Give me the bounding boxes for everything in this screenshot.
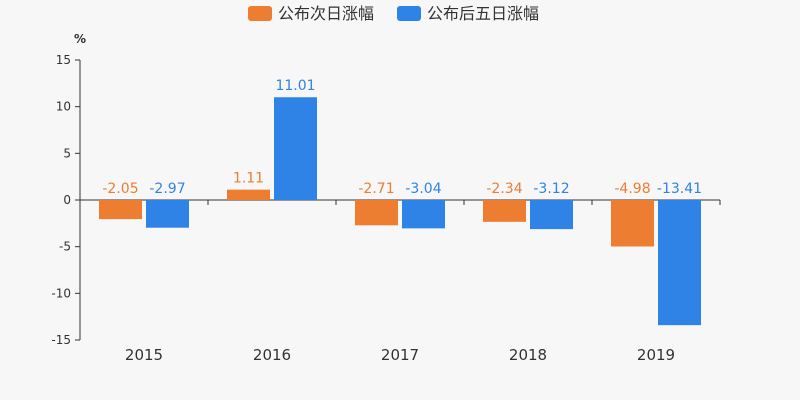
- data-label-series-0: -2.34: [486, 181, 522, 197]
- x-tick-label: 2017: [381, 346, 419, 364]
- data-label-series-0: -2.05: [102, 181, 138, 197]
- data-label-series-1: 11.01: [275, 78, 315, 94]
- y-axis-unit-label: %: [74, 32, 86, 46]
- x-axis: 2015 2016 2017 2018 2019: [79, 199, 721, 364]
- data-labels: -2.05 1.11 -2.71 -2.34 -4.98 -2.97 11.01 -3.04 -…: [102, 78, 702, 197]
- y-tick-label: 0: [63, 193, 71, 207]
- legend-swatch-series-0: [248, 6, 272, 21]
- x-tick-label: 2019: [637, 346, 675, 364]
- x-tick-label: 2016: [253, 346, 291, 364]
- bars: [99, 97, 701, 326]
- data-label-series-0: -4.98: [614, 181, 650, 197]
- y-tick-label: -10: [51, 286, 71, 300]
- bar-series-1[interactable]: [658, 200, 701, 326]
- data-label-series-1: -2.97: [149, 181, 185, 197]
- bar-series-0[interactable]: [483, 200, 526, 222]
- bar-series-0[interactable]: [355, 200, 398, 226]
- y-tick-label: -15: [51, 333, 71, 347]
- legend-item-series-0[interactable]: 公布次日涨幅: [248, 4, 374, 23]
- bar-series-1[interactable]: [402, 200, 445, 229]
- bar-series-0[interactable]: [611, 200, 654, 247]
- bar-series-1[interactable]: [530, 200, 573, 230]
- y-tick-label: 5: [63, 146, 71, 160]
- legend-item-series-1[interactable]: 公布后五日涨幅: [397, 4, 539, 23]
- y-tick-label: -5: [59, 240, 71, 254]
- x-tick-label: 2015: [125, 346, 163, 364]
- bar-series-0[interactable]: [227, 189, 270, 200]
- legend-swatch-series-1: [397, 6, 421, 21]
- y-tick-label: 15: [56, 53, 71, 67]
- legend-label-series-1: 公布后五日涨幅: [427, 4, 539, 23]
- data-label-series-1: -13.41: [657, 181, 702, 197]
- legend: 公布次日涨幅 公布后五日涨幅: [248, 4, 539, 23]
- data-label-series-0: -2.71: [358, 181, 394, 197]
- data-label-series-1: -3.04: [405, 181, 441, 197]
- legend-label-series-0: 公布次日涨幅: [278, 4, 374, 23]
- x-tick-label: 2018: [509, 346, 547, 364]
- bar-series-1[interactable]: [146, 200, 189, 228]
- y-tick-label: 10: [56, 100, 71, 114]
- bar-series-0[interactable]: [99, 200, 142, 220]
- bar-series-1[interactable]: [274, 97, 317, 200]
- data-label-series-1: -3.12: [533, 181, 569, 197]
- data-label-series-0: 1.11: [233, 171, 264, 187]
- y-axis: 15 10 5 0 -5 -10 -15: [51, 53, 81, 347]
